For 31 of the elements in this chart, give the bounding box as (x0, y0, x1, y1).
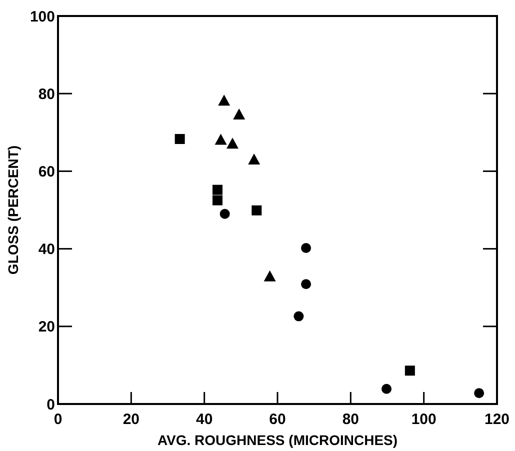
point (174, 134, 185, 144)
x-tick-label: 120 (484, 411, 510, 428)
point (248, 154, 260, 165)
x-tick-label: 100 (411, 411, 436, 428)
point (301, 243, 312, 254)
point (220, 208, 230, 219)
x-axis-title: AVG. ROUGHNESS (MICROINCHES) (157, 432, 398, 448)
x-tick-label: 80 (342, 411, 360, 428)
point (214, 134, 227, 145)
point (226, 138, 239, 149)
point (404, 366, 415, 376)
point (252, 205, 262, 216)
point (218, 94, 230, 106)
point (212, 195, 223, 206)
y-tick-label: 60 (38, 163, 55, 180)
y-tick-label: 100 (30, 8, 55, 26)
y-tick-label: 40 (38, 241, 55, 258)
point (294, 311, 304, 322)
y-axis-title: GLOSS (PERCENT) (5, 145, 21, 275)
y-tick-label: 20 (38, 318, 55, 336)
x-tick-label: 20 (122, 411, 140, 428)
y-tick-label: 80 (38, 86, 55, 103)
x-tick-label: 40 (196, 411, 213, 428)
x-tick-label: 60 (269, 411, 286, 428)
point (212, 184, 223, 195)
y-tick-label: 0 (46, 396, 55, 414)
point (264, 270, 276, 282)
point (382, 384, 392, 394)
point (474, 388, 484, 398)
point (233, 108, 246, 120)
point (301, 279, 312, 290)
